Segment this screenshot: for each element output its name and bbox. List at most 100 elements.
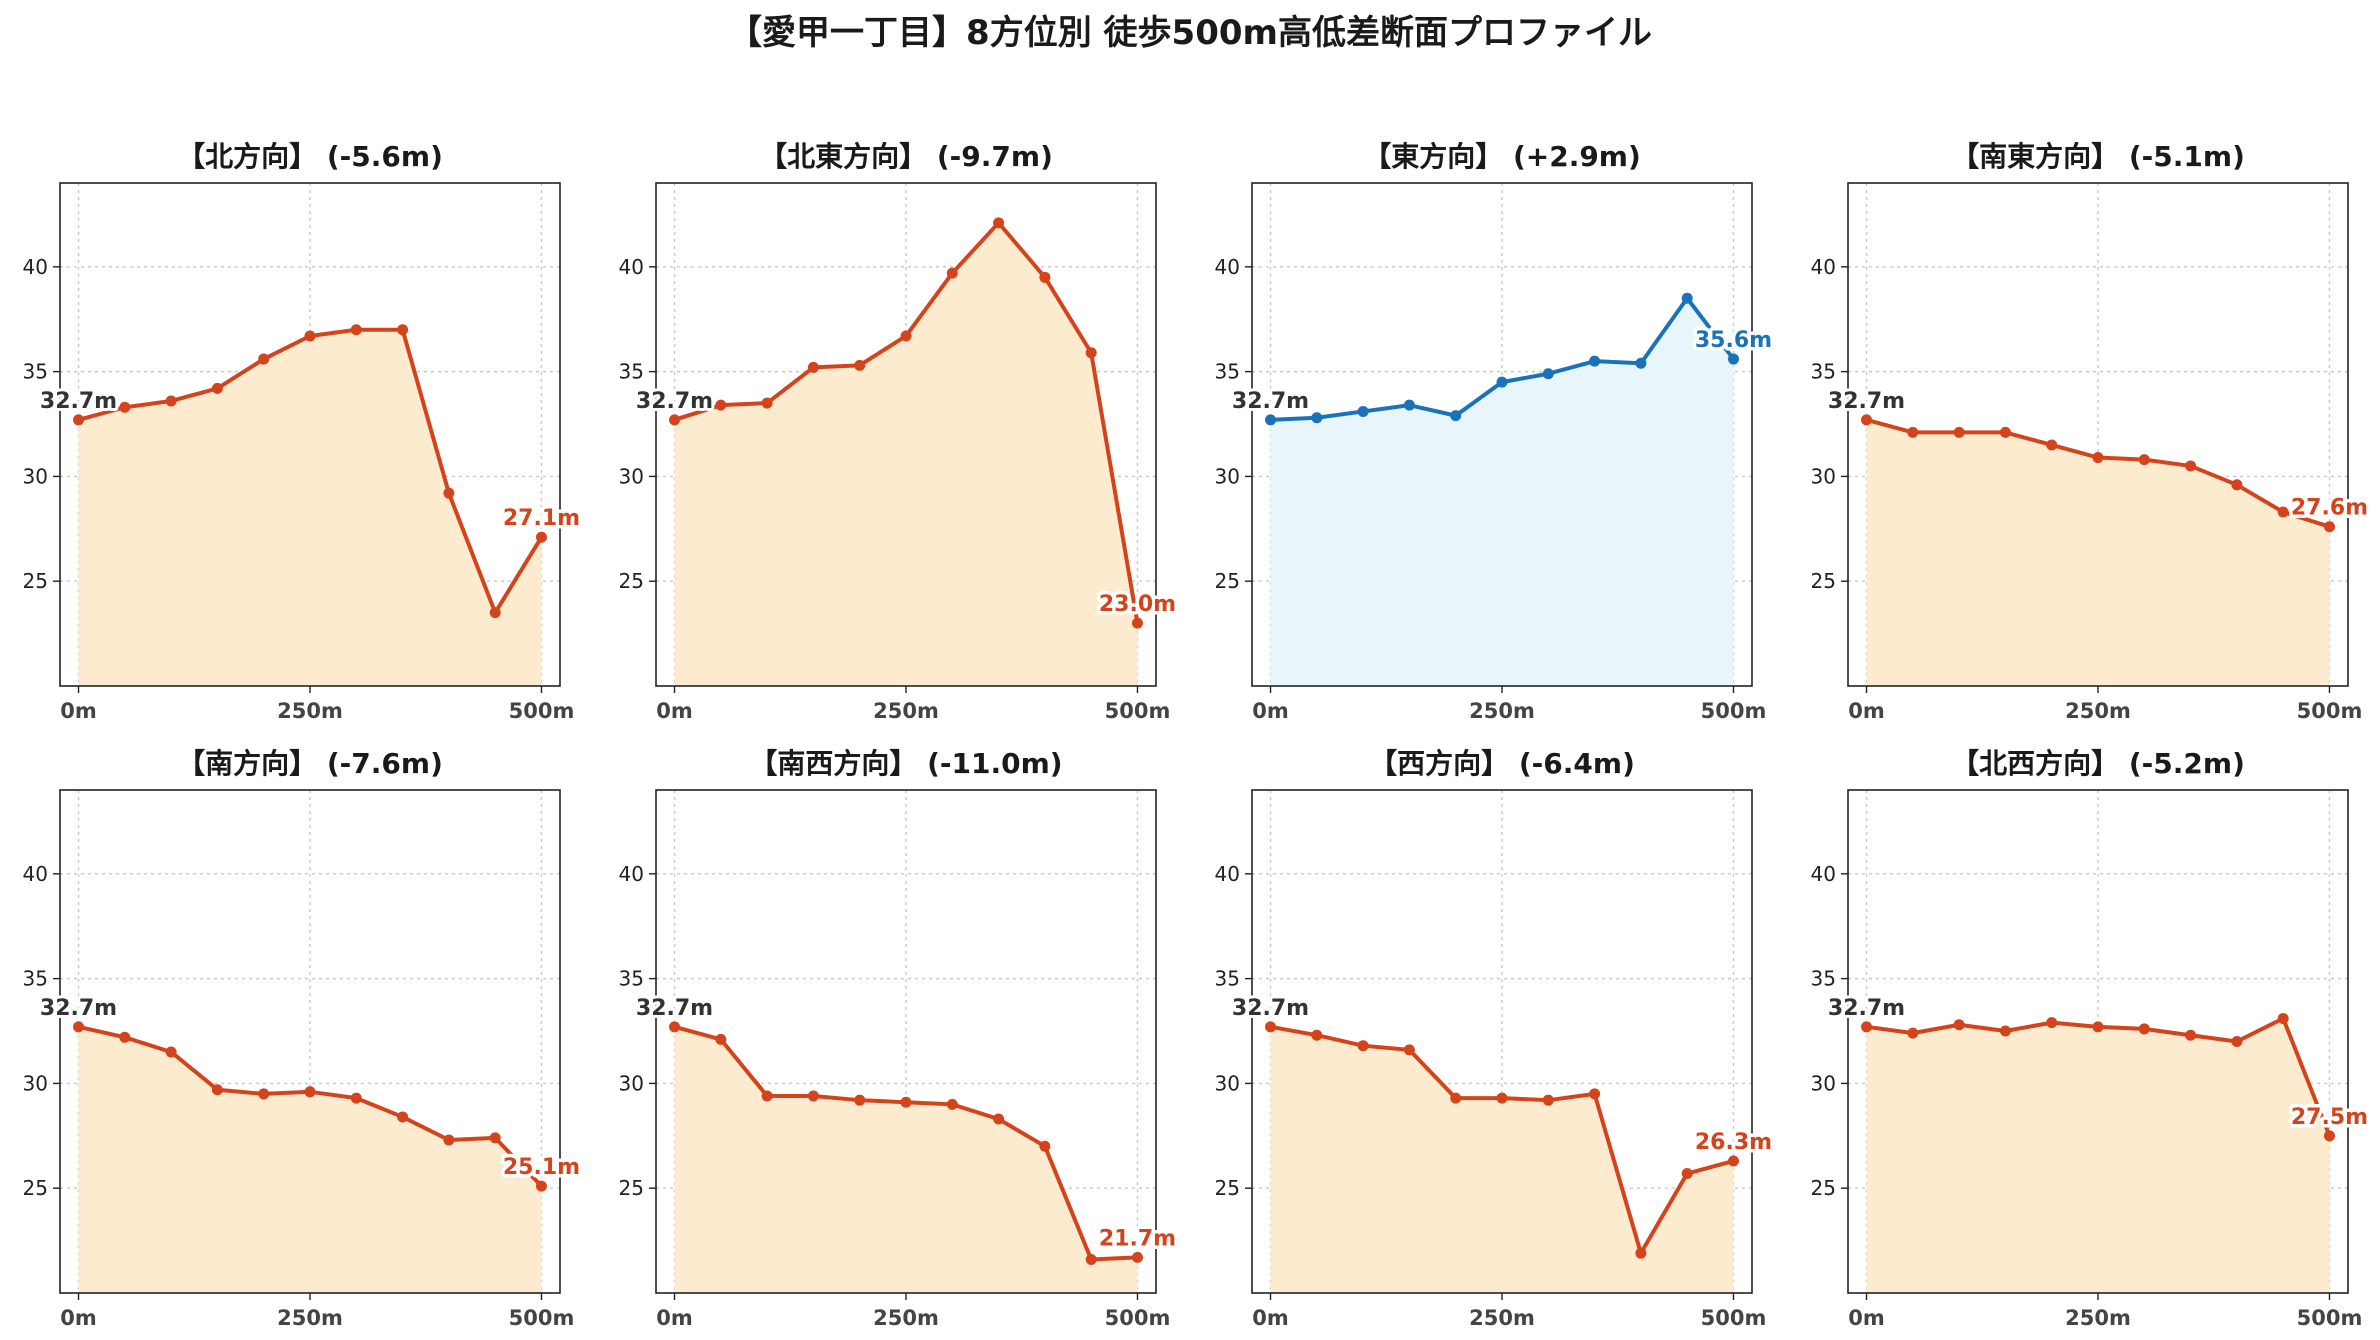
data-point (1039, 1140, 1051, 1152)
y-tick-label: 35 (1811, 967, 1836, 991)
y-tick-label: 40 (1811, 862, 1836, 886)
panel-title: 【南東方向】 (-5.1m) (1951, 140, 2245, 173)
data-point (1403, 399, 1415, 411)
y-tick-label: 30 (619, 1071, 644, 1095)
y-tick-label: 40 (23, 255, 48, 279)
y-tick-label: 25 (1215, 1176, 1240, 1200)
data-point (304, 1086, 316, 1098)
y-tick-label: 40 (1215, 255, 1240, 279)
y-tick-label: 25 (1811, 1176, 1836, 1200)
data-point (946, 267, 958, 279)
x-tick-label: 250m (277, 1306, 343, 1330)
panel-4: 【南方向】 (-7.6m) 25 30 35 40 0m 250m 500m 32.7m 25.1… (23, 747, 584, 1330)
figure-title: 【愛甲一丁目】8方位別 徒歩500m高低差断面プロファイル (728, 13, 1652, 53)
data-point (1999, 426, 2011, 438)
start-elevation-label: 32.7m (40, 389, 117, 414)
panel-title: 【北西方向】 (-5.2m) (1951, 747, 2245, 780)
data-point (2138, 454, 2150, 466)
elevation-fill (1270, 298, 1734, 686)
data-point (1450, 1092, 1462, 1104)
panel-title: 【南西方向】 (-11.0m) (749, 747, 1062, 780)
elevation-fill (1866, 1018, 2330, 1293)
data-point (489, 607, 501, 619)
data-point (669, 1021, 681, 1033)
panel-1: 【北東方向】 (-9.7m) 25 30 35 40 0m 250m 500m 32.7m 23.… (619, 140, 1180, 723)
data-point (165, 395, 177, 407)
data-point (1085, 347, 1097, 359)
data-point (2277, 506, 2289, 518)
x-tick-label: 0m (656, 1306, 693, 1330)
y-tick-label: 30 (1215, 464, 1240, 488)
data-point (1450, 410, 1462, 422)
data-point (2046, 439, 2058, 451)
data-point (489, 1132, 501, 1144)
x-tick-label: 250m (2065, 1306, 2131, 1330)
panel-7: 【北西方向】 (-5.2m) 25 30 35 40 0m 250m 500m 32.7m 27.… (1811, 747, 2372, 1330)
data-point (211, 1084, 223, 1096)
x-tick-label: 500m (509, 1306, 575, 1330)
x-tick-label: 0m (1252, 1306, 1289, 1330)
start-elevation-label: 32.7m (1828, 996, 1905, 1021)
y-tick-label: 30 (619, 464, 644, 488)
data-point (900, 1096, 912, 1108)
start-elevation-label: 32.7m (1232, 996, 1309, 1021)
end-elevation-label: 27.5m (2291, 1105, 2368, 1130)
x-tick-label: 250m (2065, 699, 2131, 723)
data-point (397, 1111, 409, 1123)
data-point (2185, 1029, 2197, 1041)
y-tick-label: 25 (619, 569, 644, 593)
data-point (1999, 1025, 2011, 1037)
x-tick-label: 0m (1848, 699, 1885, 723)
data-point (2277, 1012, 2289, 1024)
data-point (304, 330, 316, 342)
end-elevation-label: 27.6m (2291, 496, 2368, 521)
data-point (854, 359, 866, 371)
y-tick-label: 25 (619, 1176, 644, 1200)
panel-title: 【北方向】 (-5.6m) (177, 140, 443, 173)
end-elevation-label: 23.0m (1099, 592, 1176, 617)
data-point (2323, 1130, 2335, 1142)
data-point (2046, 1017, 2058, 1029)
y-tick-label: 25 (1215, 569, 1240, 593)
data-point (761, 397, 773, 409)
y-tick-label: 40 (1811, 255, 1836, 279)
y-tick-label: 25 (1811, 569, 1836, 593)
data-point (1907, 426, 1919, 438)
elevation-fill (1270, 1026, 1734, 1293)
x-tick-label: 250m (873, 699, 939, 723)
data-point (1861, 1021, 1873, 1033)
data-point (1496, 1092, 1508, 1104)
y-tick-label: 35 (23, 360, 48, 384)
data-point (946, 1098, 958, 1110)
elevation-fill (674, 222, 1138, 686)
end-elevation-label: 21.7m (1099, 1226, 1176, 1251)
data-point (1953, 426, 1965, 438)
start-elevation-label: 32.7m (40, 996, 117, 1021)
y-tick-label: 35 (619, 360, 644, 384)
data-point (1357, 405, 1369, 417)
panel-3: 【南東方向】 (-5.1m) 25 30 35 40 0m 250m 500m 32.7m 27.… (1811, 140, 2372, 723)
data-point (1635, 357, 1647, 369)
elevation-fill (1866, 419, 2330, 686)
data-point (535, 1180, 547, 1192)
y-tick-label: 40 (1215, 862, 1240, 886)
data-point (1131, 617, 1143, 629)
data-point (1681, 1168, 1693, 1180)
data-point (993, 1113, 1005, 1125)
data-point (443, 1134, 455, 1146)
data-point (1496, 376, 1508, 388)
x-tick-label: 0m (60, 1306, 97, 1330)
data-point (1635, 1247, 1647, 1259)
panel-0: 【北方向】 (-5.6m) 25 30 35 40 0m 250m 500m 32.7m 27.1… (23, 140, 584, 723)
y-tick-label: 35 (1811, 360, 1836, 384)
x-tick-label: 0m (1252, 699, 1289, 723)
data-point (1542, 1094, 1554, 1106)
data-point (1039, 271, 1051, 283)
data-point (258, 353, 270, 365)
data-point (211, 382, 223, 394)
data-point (1861, 414, 1873, 426)
data-point (669, 414, 681, 426)
y-tick-label: 40 (619, 862, 644, 886)
data-point (900, 330, 912, 342)
